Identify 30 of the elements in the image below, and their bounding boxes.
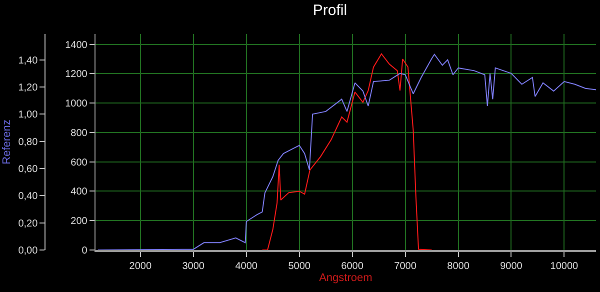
y-tick-label: 1200: [65, 69, 88, 80]
y-tick-label: 1000: [65, 98, 88, 110]
x-axis-title: Angstroem: [319, 272, 372, 284]
y-tick-label: 600: [70, 157, 88, 168]
x-tick-label: 5000: [288, 261, 311, 272]
x-tick-label: 6000: [341, 261, 364, 272]
y2-tick-label: 0,00: [18, 246, 38, 256]
x-tick-label: 8000: [447, 261, 470, 272]
y2-tick-label: 1,20: [18, 82, 38, 94]
y-tick-label: 400: [70, 186, 88, 198]
line-series: [98, 54, 596, 250]
x-tick-label: 9000: [500, 261, 523, 272]
chart-title: Profil: [312, 2, 348, 19]
y2-tick-label: 0,60: [18, 164, 38, 175]
x-tick-label: 3000: [182, 261, 205, 272]
y-tick-label: 800: [70, 128, 88, 139]
y2-tick-label: 1,00: [18, 110, 38, 121]
x-tick-label: 4000: [235, 261, 258, 272]
line-series: [262, 53, 432, 250]
y2-tick-label: 1,40: [18, 55, 38, 66]
y-tick-label: 200: [70, 216, 88, 228]
y2-tick-label: 0,20: [18, 218, 38, 230]
y-tick-label: 1400: [65, 40, 88, 51]
y2-tick-label: 0,40: [18, 191, 38, 202]
y2-axis-title: Referenz: [0, 120, 13, 164]
x-tick-label: 7000: [394, 261, 417, 272]
x-tick-label: 2000: [129, 261, 152, 272]
y-tick-label: 0: [82, 246, 88, 256]
x-tick-label: 10000: [550, 261, 579, 272]
y2-tick-label: 0,80: [18, 136, 38, 148]
